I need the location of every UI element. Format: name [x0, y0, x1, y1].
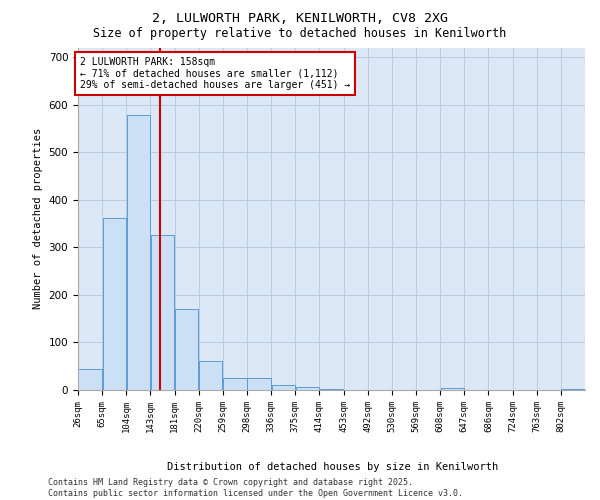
Text: 2, LULWORTH PARK, KENILWORTH, CV8 2XG: 2, LULWORTH PARK, KENILWORTH, CV8 2XG [152, 12, 448, 26]
Y-axis label: Number of detached properties: Number of detached properties [33, 128, 43, 310]
Text: Contains HM Land Registry data © Crown copyright and database right 2025.
Contai: Contains HM Land Registry data © Crown c… [48, 478, 463, 498]
Bar [103, 218, 126, 390]
Bar [320, 388, 343, 390]
Text: 2 LULWORTH PARK: 158sqm
← 71% of detached houses are smaller (1,112)
29% of semi: 2 LULWORTH PARK: 158sqm ← 71% of detache… [80, 57, 350, 90]
Bar [127, 115, 150, 390]
Bar [440, 388, 464, 390]
Bar [296, 386, 319, 390]
Bar [151, 236, 174, 390]
Text: Distribution of detached houses by size in Kenilworth: Distribution of detached houses by size … [167, 462, 499, 472]
Bar [561, 389, 584, 390]
Bar [223, 378, 247, 390]
Bar [79, 368, 102, 390]
Bar [175, 309, 199, 390]
Bar [199, 360, 223, 390]
Bar [247, 378, 271, 390]
Bar [272, 385, 295, 390]
Text: Size of property relative to detached houses in Kenilworth: Size of property relative to detached ho… [94, 28, 506, 40]
